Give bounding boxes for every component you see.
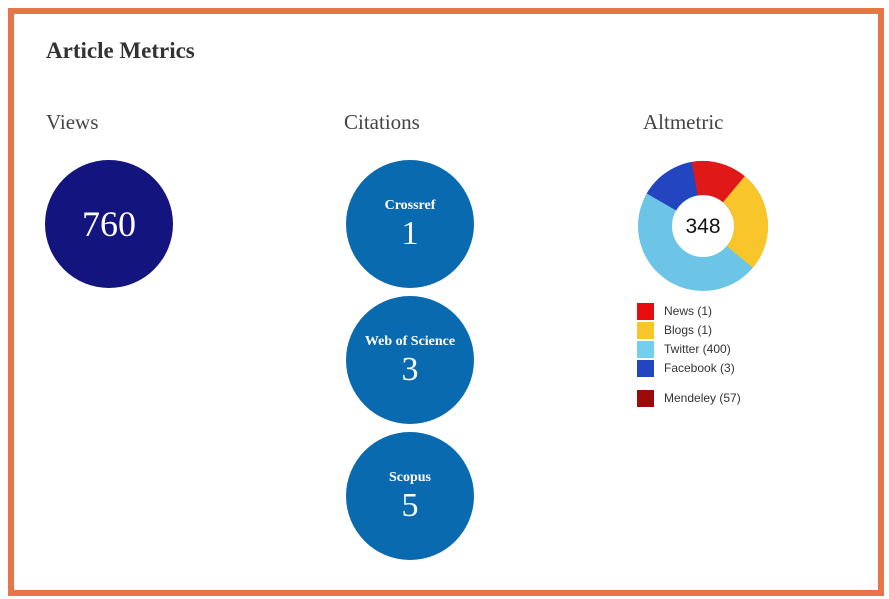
views-badge[interactable]: 760 (45, 160, 173, 288)
citation-count: 1 (401, 215, 419, 252)
legend-swatch (637, 341, 654, 359)
views-heading: Views (46, 110, 99, 134)
altmetric-donut[interactable]: 348 (637, 160, 769, 292)
citations-heading: Citations (344, 110, 420, 134)
legend-swatch (637, 322, 654, 340)
citation-badge[interactable]: Web of Science 3 (346, 296, 474, 424)
citation-source: Web of Science (364, 334, 456, 349)
legend-swatch (637, 390, 654, 408)
donut-segment (722, 176, 769, 268)
donut-center (673, 196, 733, 256)
altmetric-legend: News (1) Blogs (1) Twitter (400) Faceboo… (637, 302, 741, 408)
citation-source: Crossref (384, 198, 436, 213)
legend-item: Twitter (400) (637, 340, 741, 359)
citation-badge[interactable]: Crossref 1 (346, 160, 474, 288)
legend-label: Facebook (3) (664, 361, 735, 375)
metrics-panel: Article Metrics Views Citations Altmetri… (8, 8, 884, 596)
legend-label: Mendeley (57) (664, 391, 741, 405)
legend-label: Blogs (1) (664, 323, 713, 337)
legend-item: Facebook (3) (637, 359, 741, 378)
legend-swatch (637, 303, 654, 321)
citation-source: Scopus (388, 470, 432, 485)
views-count: 760 (82, 204, 136, 244)
legend-label: News (1) (664, 304, 713, 318)
legend-label: Twitter (400) (664, 342, 731, 356)
citation-count: 3 (401, 351, 419, 388)
legend-item: News (1) (637, 302, 741, 321)
panel-title: Article Metrics (46, 38, 195, 63)
altmetric-heading: Altmetric (643, 110, 724, 134)
legend-item: Blogs (1) (637, 321, 741, 340)
legend-item: Mendeley (57) (637, 389, 741, 408)
altmetric-score: 348 (685, 215, 720, 238)
legend-swatch (637, 360, 654, 378)
citation-count: 5 (401, 487, 419, 524)
citation-badge[interactable]: Scopus 5 (346, 432, 474, 560)
